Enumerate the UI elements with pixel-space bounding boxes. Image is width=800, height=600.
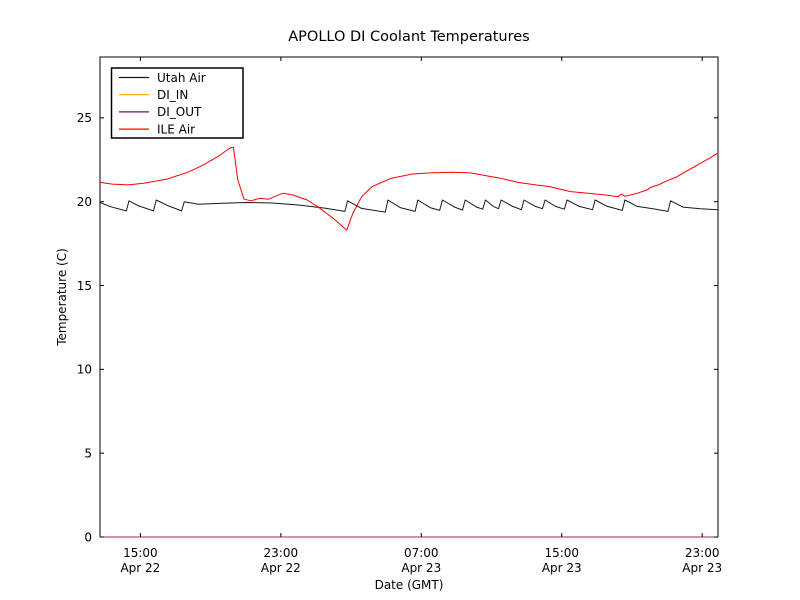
- series-ile-air: [99, 146, 719, 231]
- x-tick-label: 23:00: [264, 546, 299, 560]
- y-tick-label: 25: [77, 111, 92, 125]
- y-axis-ticks: 0 5 10 15 20 25: [77, 111, 718, 544]
- legend-label-di-in: DI_IN: [157, 88, 188, 102]
- y-tick-label: 10: [77, 363, 92, 377]
- y-axis-label: Temperature (C): [55, 248, 69, 347]
- y-tick-label: 15: [77, 279, 92, 293]
- x-tick-label: 15:00: [544, 546, 579, 560]
- x-tick-label: Apr 22: [120, 561, 160, 575]
- legend-label-di-out: DI_OUT: [157, 105, 202, 119]
- x-tick-label: Apr 23: [682, 561, 722, 575]
- legend-label-utah-air: Utah Air: [157, 71, 206, 85]
- x-tick-label: Apr 23: [542, 561, 582, 575]
- x-tick-label: Apr 22: [261, 561, 301, 575]
- x-tick-label: 15:00: [123, 546, 158, 560]
- x-tick-label: 23:00: [685, 546, 720, 560]
- y-tick-label: 0: [84, 530, 92, 544]
- x-axis-label: Date (GMT): [375, 578, 444, 592]
- x-tick-label: 07:00: [404, 546, 439, 560]
- y-tick-label: 20: [77, 195, 92, 209]
- chart-title: APOLLO DI Coolant Temperatures: [288, 29, 529, 45]
- series-utah-air: [99, 199, 719, 213]
- y-tick-label: 5: [84, 446, 92, 460]
- legend: Utah Air DI_IN DI_OUT ILE Air: [110, 67, 244, 139]
- legend-box: [110, 67, 244, 139]
- legend-label-ile-air: ILE Air: [157, 122, 195, 136]
- x-tick-label: Apr 23: [401, 561, 441, 575]
